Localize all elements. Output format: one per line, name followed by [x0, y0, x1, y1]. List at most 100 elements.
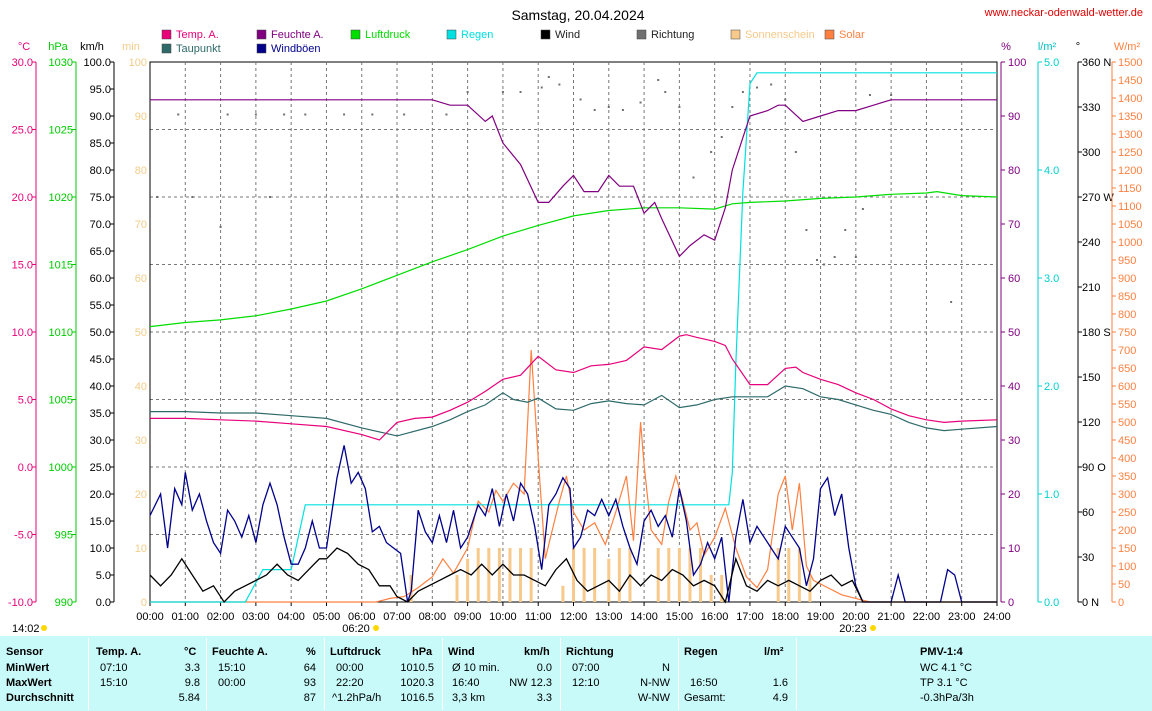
axis-tick-label-pressure: 1010: [49, 327, 73, 339]
stats-rain-time: 16:50: [690, 677, 718, 689]
direction-point: [304, 113, 307, 116]
axis-tick-label-sun: 80: [135, 165, 147, 177]
legend-label: Luftdruck: [365, 29, 411, 41]
axis-unit-solar: W/m²: [1114, 41, 1141, 53]
website-link[interactable]: www.neckar-odenwald-wetter.de: [984, 7, 1143, 19]
legend-swatch: [256, 43, 267, 54]
sunshine-bar: [617, 548, 621, 602]
direction-point: [861, 208, 864, 210]
series-feuchte-a-line: [150, 99, 997, 258]
sunshine-bar: [709, 575, 713, 602]
stats-hum-value: 87: [303, 692, 316, 704]
direction-point: [177, 113, 180, 116]
axis-tick-label-solar: 200: [1118, 525, 1136, 537]
stats-wind-desc: Ø 10 min.: [452, 662, 500, 674]
stats-press-time: 22:20: [336, 677, 364, 689]
axis-tick-label-humidity: 50: [1008, 327, 1020, 339]
direction-point: [950, 301, 953, 303]
direction-point: [547, 76, 550, 78]
sunshine-bar: [561, 585, 565, 602]
axis-tick-label-solar: 450: [1118, 435, 1136, 447]
axis-tick-label-solar: 1100: [1118, 201, 1142, 213]
axis-tick-label-rain: 1.0: [1044, 489, 1059, 501]
direction-point: [816, 259, 819, 261]
axis-tick-label-solar: 1200: [1118, 165, 1142, 177]
stats-header-wind-unit: km/h: [524, 646, 550, 658]
axis-tick-label-wind: 60.0: [90, 273, 111, 285]
axis-unit-pressure: hPa: [48, 41, 68, 53]
sunshine-bar: [455, 575, 459, 602]
axis-tick-label-solar: 50: [1118, 579, 1130, 591]
axis-unit-humidity: %: [1001, 41, 1011, 53]
axis-tick-label-solar: 0: [1118, 597, 1124, 609]
direction-point: [593, 109, 596, 111]
direction-point: [501, 91, 504, 93]
stats-temp-time: 07:10: [100, 662, 128, 674]
axis-tick-label-wind: 100.0: [83, 57, 111, 69]
axis-tick-label-solar: 800: [1118, 309, 1136, 321]
sunshine-bar: [677, 548, 681, 602]
x-axis-tick-label: 11:00: [525, 611, 552, 623]
axis-unit-labels: °C hPa km/h min% l/m² ° W/m²: [18, 41, 1141, 53]
direction-point: [664, 91, 667, 93]
axis-tick-label-rain: 0.0: [1044, 597, 1059, 609]
axis-tick-label-temp: 5.0: [18, 395, 33, 407]
direction-point: [254, 113, 257, 116]
legend-label: Sonnenschein: [745, 29, 815, 41]
series-solar-line: [150, 349, 997, 603]
x-axis-tick-label: 12:00: [560, 611, 588, 623]
legend-label: Richtung: [651, 29, 694, 41]
direction-point: [854, 256, 857, 258]
axis-tick-label-wind: 20.0: [90, 489, 111, 501]
direction-point: [191, 196, 194, 198]
sunrise-icon: [373, 625, 379, 631]
stats-rain-value: 4.9: [772, 692, 788, 704]
axis-tick-label-pressure: 990: [55, 597, 73, 609]
direction-point: [343, 113, 346, 116]
axis-tick-label-solar: 1500: [1118, 57, 1142, 69]
axis-tick-label-wind: 75.0: [90, 192, 111, 204]
x-axis-tick-label: 05:00: [313, 611, 341, 623]
stats-wind-desc: 3,3 km: [452, 692, 486, 704]
sunshine-bar: [699, 548, 703, 602]
stats-header-humidity: Feuchte A.: [212, 646, 268, 658]
axis-tick-label-direction: 90 O: [1082, 462, 1106, 474]
direction-point: [268, 196, 271, 198]
x-axis-tick-label: 17:00: [736, 611, 764, 623]
sunshine-bar: [808, 575, 812, 602]
axis-tick-label-rain: 3.0: [1044, 273, 1059, 285]
axis-tick-label-wind: 90.0: [90, 111, 111, 123]
x-axis-tick-label: 24:00: [983, 611, 1011, 623]
direction-point: [621, 109, 624, 111]
sunshine-bar: [720, 575, 724, 602]
sunshine-bar: [582, 548, 586, 602]
axis-tick-label-humidity: 30: [1008, 435, 1020, 447]
direction-point: [657, 79, 660, 81]
direction-point: [466, 91, 469, 93]
direction-point: [445, 113, 448, 116]
direction-point: [639, 101, 642, 104]
axis-tick-label-pressure: 995: [55, 530, 73, 542]
x-axis-tick-label: 10:00: [489, 611, 517, 623]
stats-header-temp: Temp. A.: [96, 646, 142, 658]
axis-tick-label-solar: 1050: [1118, 219, 1142, 231]
axis-tick-label-solar: 600: [1118, 381, 1136, 393]
legend-swatch: [161, 43, 172, 54]
axis-tick-label-wind: 35.0: [90, 408, 111, 420]
axis-tick-label-humidity: 20: [1008, 489, 1020, 501]
axis-tick-label-solar: 1400: [1118, 93, 1142, 105]
stats-wind-value: NW 12.3: [509, 677, 552, 689]
axis-tick-label-solar: 700: [1118, 345, 1136, 357]
axis-tick-label-solar: 1300: [1118, 129, 1142, 141]
direction-point: [607, 106, 610, 108]
stats-dir-time: 12:10: [572, 677, 600, 689]
axis-tick-label-direction: 210: [1082, 282, 1100, 294]
axis-tick-label-temp: 10.0: [12, 327, 33, 339]
axis-tick-label-humidity: 80: [1008, 165, 1020, 177]
axis-tick-label-wind: 45.0: [90, 354, 111, 366]
sunshine-bar: [487, 548, 491, 602]
axis-tick-label-temp: 20.0: [12, 192, 33, 204]
stats-wind-value: 0.0: [536, 662, 552, 674]
stats-pmv-value: TP 3.1 °C: [920, 677, 968, 689]
axis-tick-label-temp: -10.0: [8, 597, 33, 609]
